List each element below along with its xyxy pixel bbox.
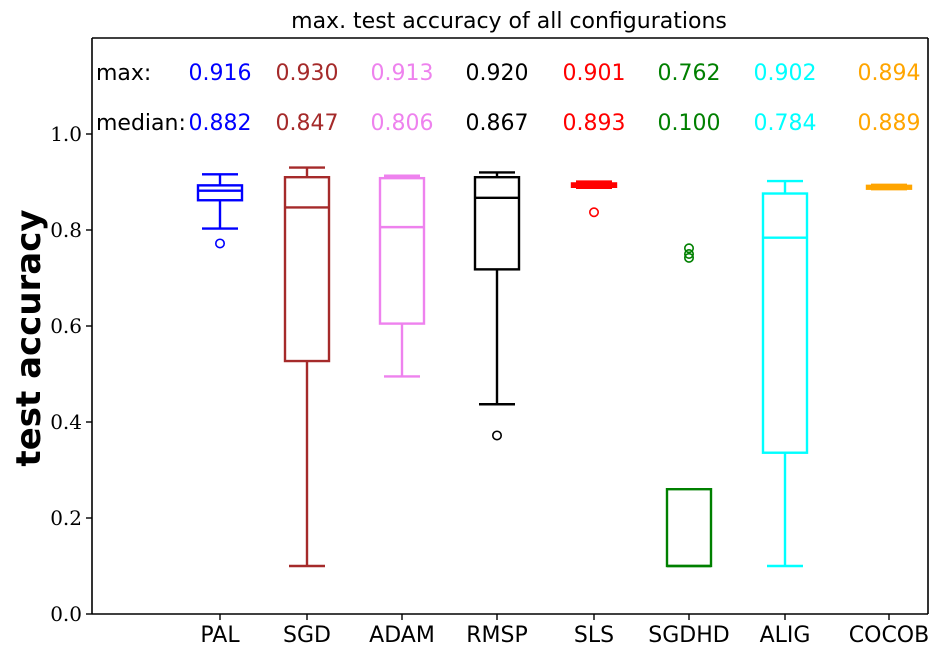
median-value-alig: 0.784 [754,111,817,136]
box-group-cocob: 0.894 0.889 COCOB [849,61,929,648]
box-group-adam: 0.913 0.806 ADAM [369,61,435,648]
max-value-sls: 0.901 [563,61,626,86]
max-value-pal: 0.916 [189,61,252,86]
median-value-sgdhd: 0.100 [658,111,721,136]
y-tick-label-0.4: 0.4 [50,410,82,434]
y-tick-label-0.8: 0.8 [50,218,82,242]
max-value-rmsp: 0.920 [466,61,529,86]
x-tick-label-cocob: COCOB [849,623,929,648]
outlier-sgdhd-1 [683,249,694,260]
x-tick-label-sgdhd: SGDHD [648,623,729,648]
outlier-sgdhd-2 [683,252,694,263]
box-group-sls: 0.901 0.893 SLS [563,61,626,648]
max-value-sgdhd: 0.762 [658,61,721,86]
median-value-adam: 0.806 [371,111,434,136]
x-tick-label-sls: SLS [574,623,614,648]
box-alig [761,192,809,454]
max-value-cocob: 0.894 [858,61,921,86]
y-tick-label-0.0: 0.0 [50,602,82,626]
outlier-sls-0 [588,207,599,218]
box-pal [196,184,244,202]
plot-area: 0.0 0.2 0.4 0.6 0.8 1.0 max: median:0.916 0.882 P… [50,37,929,648]
median-value-sgd: 0.847 [276,111,339,136]
box-rmsp [473,175,521,271]
y-axis-label: test accuracy [9,209,49,466]
max-value-alig: 0.902 [754,61,817,86]
box-group-sgd: 0.930 0.847 SGD [276,61,339,648]
y-tick-label-1.0: 1.0 [50,122,82,146]
box-sgdhd [665,488,713,568]
y-tick-label-0.6: 0.6 [50,314,82,338]
chart-title: max. test accuracy of all configurations [291,9,727,34]
median-value-pal: 0.882 [189,111,252,136]
outlier-sgdhd-0 [683,243,694,254]
box-group-pal: 0.916 0.882 PAL [189,61,252,648]
x-tick-label-adam: ADAM [369,623,435,648]
x-tick-label-alig: ALIG [760,623,811,648]
median-row-label: median: [96,111,186,136]
box-sgd [283,175,331,363]
outlier-pal-0 [215,238,226,249]
max-value-adam: 0.913 [371,61,434,86]
box-group-rmsp: 0.920 0.867 RMSP [466,61,529,648]
max-row-label: max: [96,61,151,86]
outlier-rmsp-0 [491,430,502,441]
median-value-sls: 0.893 [563,111,626,136]
box-adam [378,176,426,325]
x-tick-label-rmsp: RMSP [466,623,528,648]
y-tick-label-0.2: 0.2 [50,506,82,530]
x-tick-label-pal: PAL [200,623,240,648]
box-group-sgdhd: 0.762 0.100 SGDHD [648,61,729,648]
median-value-rmsp: 0.867 [466,111,529,136]
x-tick-label-sgd: SGD [283,623,331,648]
max-value-sgd: 0.930 [276,61,339,86]
median-value-cocob: 0.889 [858,111,921,136]
box-group-alig: 0.902 0.784 ALIG [754,61,817,648]
